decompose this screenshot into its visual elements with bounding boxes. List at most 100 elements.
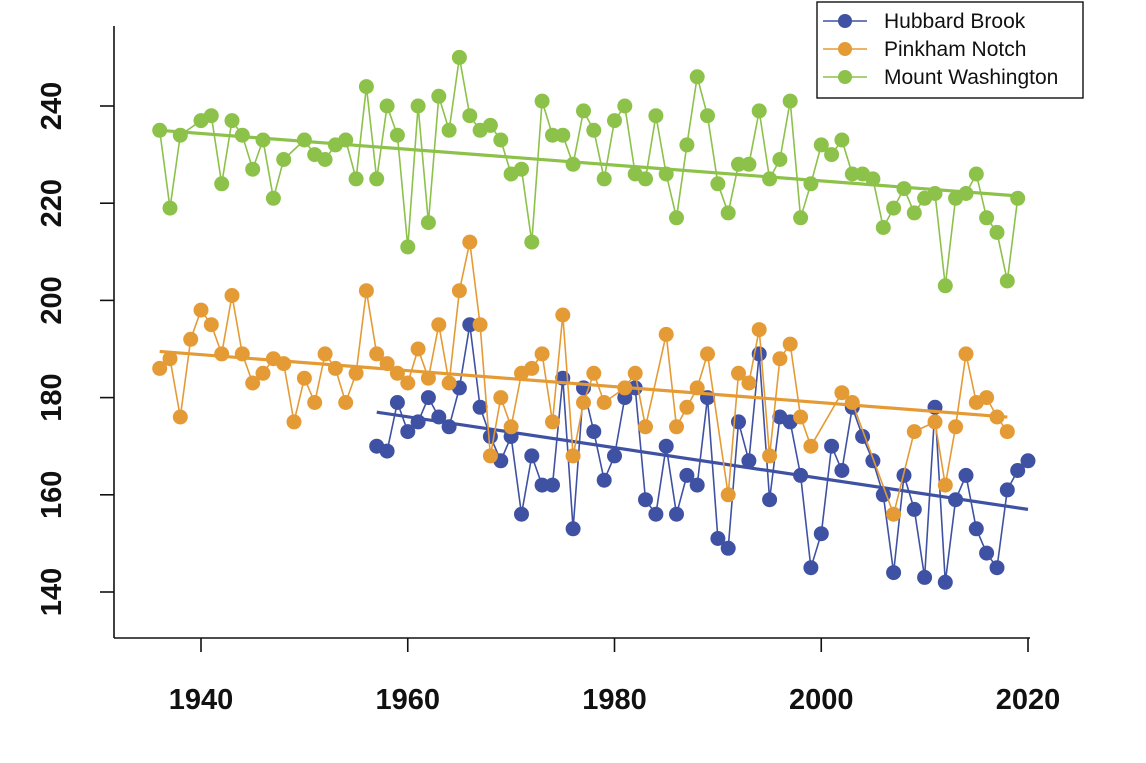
pinkham-notch-point	[927, 414, 943, 430]
hubbard-brook-point	[514, 506, 529, 522]
mount-washington-point	[679, 137, 695, 153]
pinkham-notch-point	[627, 365, 643, 381]
hubbard-brook-point	[979, 545, 995, 561]
pinkham-notch-point	[193, 302, 209, 318]
pinkham-notch-point	[886, 506, 902, 522]
mount-washington-point	[245, 161, 261, 177]
pinkham-notch-point	[203, 317, 219, 333]
mount-washington-point	[793, 210, 809, 226]
pinkham-notch-point	[524, 360, 540, 376]
hubbard-brook-point	[586, 424, 602, 440]
mount-washington-point	[565, 156, 581, 172]
hubbard-brook-line	[376, 323, 1029, 584]
hubbard-brook-point	[886, 565, 902, 581]
hubbard-brook-point	[834, 463, 850, 478]
mount-washington-point	[431, 88, 447, 104]
hubbard-brook-point	[534, 477, 550, 493]
mount-washington-point	[968, 166, 984, 182]
pinkham-notch-point	[596, 395, 612, 410]
pinkham-notch-point	[979, 390, 995, 406]
mount-washington-point	[607, 113, 622, 129]
mount-washington-point	[906, 205, 922, 221]
mount-washington-point	[524, 234, 540, 250]
pinkham-notch-point	[286, 414, 302, 430]
pinkham-notch-point	[545, 414, 560, 430]
mount-washington-point	[834, 132, 850, 148]
mount-washington-point	[203, 108, 219, 124]
hubbard-brook-point	[669, 506, 684, 522]
mount-washington-point	[989, 224, 1005, 240]
pinkham-notch-point	[586, 365, 602, 381]
pinkham-notch-point	[400, 375, 416, 391]
pinkham-notch-point	[751, 322, 767, 338]
axes	[113, 26, 1030, 639]
pinkham-notch-point	[731, 365, 746, 381]
hubbard-brook-point	[400, 424, 416, 440]
mount-washington-point	[369, 171, 385, 187]
pinkham-notch-point	[999, 424, 1015, 440]
pinkham-notch-point	[369, 346, 385, 362]
pinkham-notch-point	[152, 360, 168, 376]
mount-washington-point	[937, 278, 953, 294]
hubbard-brook-point	[565, 521, 581, 537]
series-mount-washington	[152, 49, 1026, 294]
hubbard-brook-point	[472, 399, 488, 415]
y-tick-label: 220	[36, 179, 68, 227]
mount-washington-point	[710, 176, 726, 192]
hubbard-brook-point	[824, 438, 840, 454]
hubbard-brook-point	[989, 560, 1005, 576]
legend-label-mount-washington: Mount Washington	[884, 66, 1058, 89]
hubbard-brook-point	[607, 448, 622, 464]
pinkham-notch-point	[172, 409, 188, 425]
hubbard-brook-point	[720, 540, 736, 556]
y-tick-label: 140	[36, 568, 68, 616]
y-tick-label: 240	[36, 82, 68, 130]
pinkham-notch-point	[534, 346, 550, 362]
hubbard-brook-point	[524, 448, 540, 464]
mount-washington-point	[493, 132, 509, 148]
hubbard-brook-point	[958, 467, 974, 483]
mount-washington-trend-line	[159, 128, 1018, 198]
pinkham-notch-point	[214, 346, 230, 362]
pinkham-notch-point	[906, 424, 922, 440]
mount-washington-point	[720, 205, 736, 221]
legend-swatch-point-mount-washington	[838, 70, 852, 84]
pinkham-notch-point	[317, 346, 333, 362]
hubbard-brook-point	[658, 438, 674, 454]
mount-washington-point	[534, 93, 550, 109]
y-ticks: 140 160 180 200 220 240	[36, 82, 114, 616]
mount-washington-point	[865, 171, 881, 187]
legend-label-hubbard-brook: Hubbard Brook	[884, 10, 1026, 33]
pinkham-notch-point	[803, 438, 819, 454]
hubbard-brook-point	[379, 443, 395, 459]
mount-washington-point	[824, 147, 840, 163]
hubbard-brook-point	[710, 531, 726, 546]
pinkham-notch-trend-line	[159, 349, 1008, 419]
pinkham-notch-line	[159, 241, 1008, 516]
pinkham-notch-point	[276, 356, 292, 372]
x-tick-label: 1940	[169, 684, 234, 716]
mount-washington-point	[813, 137, 829, 153]
pinkham-notch-point	[451, 283, 467, 299]
pinkham-notch-point	[772, 351, 788, 367]
pinkham-notch-point	[782, 336, 798, 352]
hubbard-brook-point	[596, 472, 612, 488]
y-tick-label: 180	[36, 373, 68, 421]
mount-washington-point	[617, 98, 633, 114]
mount-washington-point	[751, 103, 767, 119]
x-tick-label: 2020	[996, 684, 1061, 716]
pinkham-notch-point	[658, 326, 674, 342]
mount-washington-point	[389, 127, 405, 143]
series-hubbard-brook	[369, 317, 1036, 590]
mount-washington-point	[731, 156, 746, 172]
mount-washington-point	[700, 108, 715, 124]
mount-washington-point	[358, 79, 374, 95]
mount-washington-point	[555, 127, 571, 143]
mount-washington-point	[255, 132, 271, 148]
hubbard-brook-point	[462, 317, 478, 333]
hubbard-brook-point	[999, 482, 1015, 498]
pinkham-notch-point	[844, 395, 860, 410]
hubbard-brook-point	[1020, 453, 1036, 469]
mount-washington-point	[638, 171, 653, 187]
mount-washington-point	[999, 273, 1015, 289]
